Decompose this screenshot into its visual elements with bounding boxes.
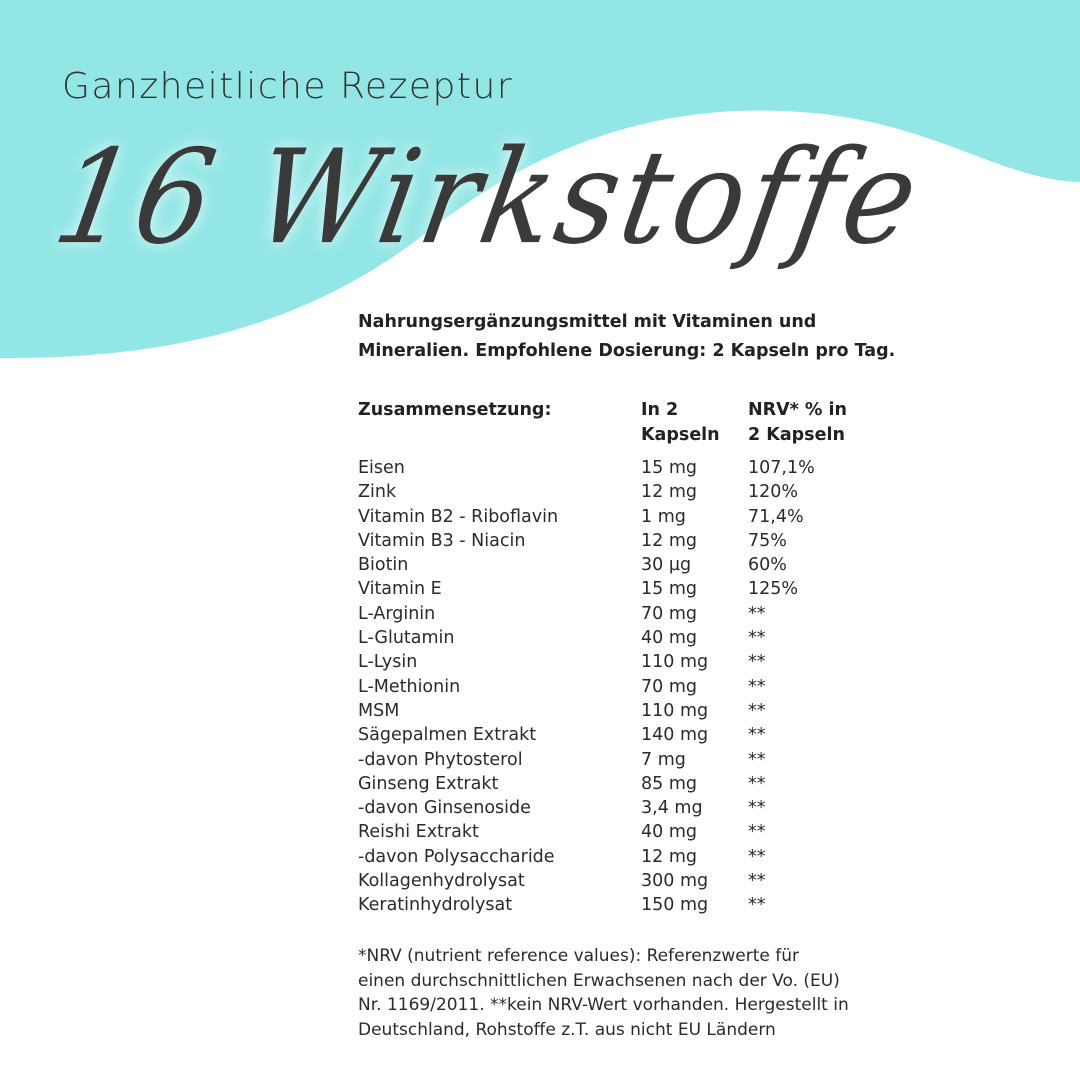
ingredient-name: Zink: [358, 482, 397, 503]
ingredient-nrv: **: [748, 628, 766, 649]
column-header-name: Zusammensetzung:: [358, 400, 552, 420]
ingredient-name: -davon Phytosterol: [358, 749, 523, 770]
wave-shape: [0, 0, 1080, 359]
header-line: 2 Kapseln: [748, 425, 845, 445]
ingredient-name: -davon Ginsenoside: [358, 798, 531, 819]
ingredient-amount: 40 mg: [641, 822, 697, 843]
ingredient-name: Ginseng Extrakt: [358, 773, 499, 794]
ingredient-nrv: **: [748, 846, 766, 867]
ingredient-name: Sägepalmen Extrakt: [358, 725, 537, 746]
ingredient-nrv: 75%: [748, 530, 787, 551]
ingredient-name: L-Arginin: [358, 603, 436, 624]
ingredient-nrv: **: [748, 749, 766, 770]
ingredient-nrv: 107,1%: [748, 458, 815, 478]
ingredient-amount: 1 mg: [641, 506, 686, 527]
intro-text: Nahrungsergänzungsmittel mit Vitaminen u…: [358, 308, 918, 366]
ingredient-amount: 70 mg: [641, 676, 697, 697]
ingredient-nrv: **: [748, 773, 766, 794]
ingredient-nrv: **: [748, 822, 766, 843]
header-line: NRV* % in: [748, 400, 847, 420]
footnote-line: Nr. 1169/2011. **kein NRV-Wert vorhanden…: [358, 995, 849, 1015]
ingredient-name: Reishi Extrakt: [358, 822, 479, 843]
footnote-line: *NRV (nutrient reference values): Refere…: [358, 946, 799, 966]
ingredient-name: Vitamin E: [358, 579, 442, 600]
ingredient-nrv: **: [748, 871, 766, 892]
ingredient-name: L-Lysin: [358, 652, 418, 673]
ingredient-nrv: 120%: [748, 482, 799, 503]
ingredient-name: Biotin: [358, 555, 409, 576]
footnote: *NRV (nutrient reference values): Refere…: [358, 944, 918, 1042]
ingredient-amount: 7 mg: [641, 749, 686, 770]
ingredient-amount: 15 mg: [641, 458, 697, 478]
ingredient-name: Vitamin B2 - Riboflavin: [358, 506, 559, 527]
ingredient-amount: 15 mg: [641, 579, 697, 600]
ingredient-nrv: **: [748, 652, 766, 673]
ingredient-name: Eisen: [358, 458, 405, 478]
ingredient-amount: 40 mg: [641, 628, 697, 649]
ingredient-amount: 70 mg: [641, 603, 697, 624]
ingredient-name: Keratinhydrolysat: [358, 895, 513, 916]
footnote-line: einen durchschnittlichen Erwachsenen nac…: [358, 970, 840, 991]
ingredient-nrv: **: [748, 603, 766, 624]
ingredient-amount: 3,4 mg: [641, 798, 703, 819]
ingredient-amount: 150 mg: [641, 895, 709, 916]
ingredient-nrv: **: [748, 700, 766, 721]
ingredient-name: MSM: [358, 700, 400, 721]
ingredient-amount: 12 mg: [641, 482, 697, 503]
column-header-amount: In 2 Kapseln: [641, 398, 720, 448]
ingredient-amount: 85 mg: [641, 773, 697, 794]
intro-line: Mineralien. Empfohlene Dosierung: 2 Kaps…: [358, 341, 896, 361]
ingredient-nrv: **: [748, 798, 766, 819]
column-header-nrv: NRV* % in 2 Kapseln: [748, 398, 847, 448]
ingredient-nrv: **: [748, 676, 766, 697]
ingredient-nrv: 125%: [748, 579, 799, 600]
ingredient-nrv: **: [748, 895, 766, 916]
ingredient-amount: 12 mg: [641, 846, 697, 867]
ingredient-name: -davon Polysaccharide: [358, 846, 555, 867]
ingredient-name: Kollagenhydrolysat: [358, 871, 525, 892]
ingredient-amount: 110 mg: [641, 652, 709, 673]
ingredient-amount: 300 mg: [641, 871, 709, 892]
ingredient-amount: 110 mg: [641, 700, 709, 721]
subtitle: Ganzheitliche Rezeptur: [62, 66, 514, 107]
intro-line: Nahrungsergänzungsmittel mit Vitaminen u…: [358, 312, 817, 332]
ingredient-name: Vitamin B3 - Niacin: [358, 530, 526, 551]
ingredient-nrv: 71,4%: [748, 506, 804, 527]
header-line: In 2: [641, 400, 679, 420]
headline-script: 16 Wirkstoffe: [44, 121, 933, 273]
ingredient-nrv: **: [748, 725, 766, 746]
ingredient-amount: 12 mg: [641, 530, 697, 551]
ingredient-amount: 30 µg: [641, 555, 692, 576]
ingredient-name: L-Methionin: [358, 676, 461, 697]
footnote-line: Deutschland, Rohstoffe z.T. aus nicht EU…: [358, 1019, 776, 1040]
ingredient-nrv: 60%: [748, 555, 787, 576]
ingredient-name: L-Glutamin: [358, 628, 455, 649]
ingredient-amount: 140 mg: [641, 725, 709, 746]
header-line: Kapseln: [641, 425, 720, 445]
